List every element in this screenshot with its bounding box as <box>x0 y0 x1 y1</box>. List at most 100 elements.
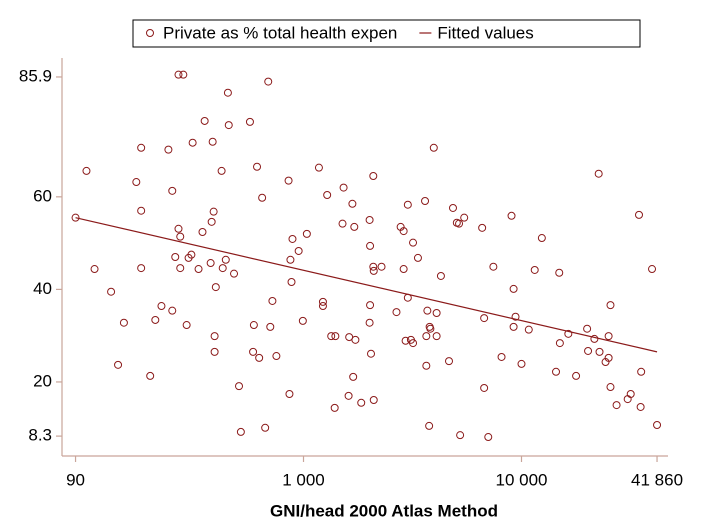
point <box>517 359 526 368</box>
point <box>507 211 516 220</box>
point <box>636 402 645 411</box>
point <box>217 166 226 175</box>
point <box>422 332 431 341</box>
point <box>287 277 296 286</box>
point <box>235 382 244 391</box>
y-tick-label: 8.3 <box>28 426 52 445</box>
legend-label: Fitted values <box>437 23 533 42</box>
legend-box <box>132 19 641 48</box>
x-tick-label: 90 <box>66 470 85 489</box>
point <box>478 223 487 232</box>
point <box>236 427 245 436</box>
point <box>168 186 177 195</box>
point <box>511 312 520 321</box>
point <box>564 329 573 338</box>
point <box>339 183 348 192</box>
point <box>623 395 632 404</box>
point <box>555 339 564 348</box>
point <box>409 238 418 247</box>
point <box>221 255 230 264</box>
point <box>351 335 360 344</box>
point <box>480 314 489 323</box>
point <box>284 176 293 185</box>
point <box>188 138 197 147</box>
point <box>327 332 336 341</box>
point <box>318 297 327 306</box>
point <box>285 389 294 398</box>
point <box>218 264 227 273</box>
point <box>223 88 232 97</box>
point <box>318 302 327 311</box>
point <box>432 332 441 341</box>
point <box>261 423 270 432</box>
point <box>583 324 592 333</box>
point <box>635 210 644 219</box>
point <box>249 321 258 330</box>
point <box>350 222 359 231</box>
point <box>401 336 410 345</box>
point <box>168 306 177 315</box>
point <box>171 253 180 261</box>
point <box>209 207 218 216</box>
point <box>194 265 203 274</box>
point <box>369 262 378 271</box>
point <box>294 246 303 255</box>
point <box>509 322 518 331</box>
point <box>426 324 435 333</box>
y-tick-label: 20 <box>33 371 52 390</box>
point <box>179 70 188 79</box>
point <box>90 265 99 274</box>
point <box>399 265 408 274</box>
point <box>146 371 155 380</box>
point <box>489 262 498 271</box>
point <box>530 265 539 274</box>
x-tick-label: 41 860 <box>631 470 683 489</box>
point <box>164 145 173 154</box>
point <box>637 367 646 376</box>
point <box>187 250 196 259</box>
x-tick-label: 1 000 <box>282 470 325 489</box>
point <box>114 360 123 369</box>
point <box>612 401 621 410</box>
point <box>555 268 564 277</box>
point <box>200 116 209 125</box>
point <box>174 224 183 233</box>
point <box>211 283 220 292</box>
point <box>590 334 599 343</box>
point <box>399 227 408 236</box>
point <box>456 431 465 440</box>
point <box>206 259 215 268</box>
point <box>302 229 311 238</box>
point <box>176 232 185 241</box>
point <box>572 371 581 380</box>
point <box>272 352 281 361</box>
point <box>208 137 217 146</box>
point <box>245 117 254 126</box>
point <box>258 193 267 202</box>
point <box>182 321 191 330</box>
point <box>255 353 264 362</box>
point <box>176 264 185 273</box>
point <box>653 420 662 429</box>
point <box>367 349 376 358</box>
point <box>413 253 422 262</box>
point <box>537 234 546 243</box>
point <box>266 322 275 331</box>
legend-marker <box>146 29 154 37</box>
point <box>369 396 378 405</box>
point <box>224 121 233 130</box>
point <box>377 262 386 271</box>
point <box>403 200 412 209</box>
point <box>648 265 657 274</box>
legend-label: Private as % total health expen <box>163 23 397 42</box>
point <box>509 284 518 293</box>
point <box>366 301 375 310</box>
point <box>432 308 441 317</box>
point <box>71 213 80 222</box>
point <box>119 318 128 327</box>
point <box>497 352 506 361</box>
y-tick-label: 85.9 <box>19 66 52 85</box>
point <box>253 162 262 171</box>
point <box>268 296 277 305</box>
point <box>369 266 378 275</box>
